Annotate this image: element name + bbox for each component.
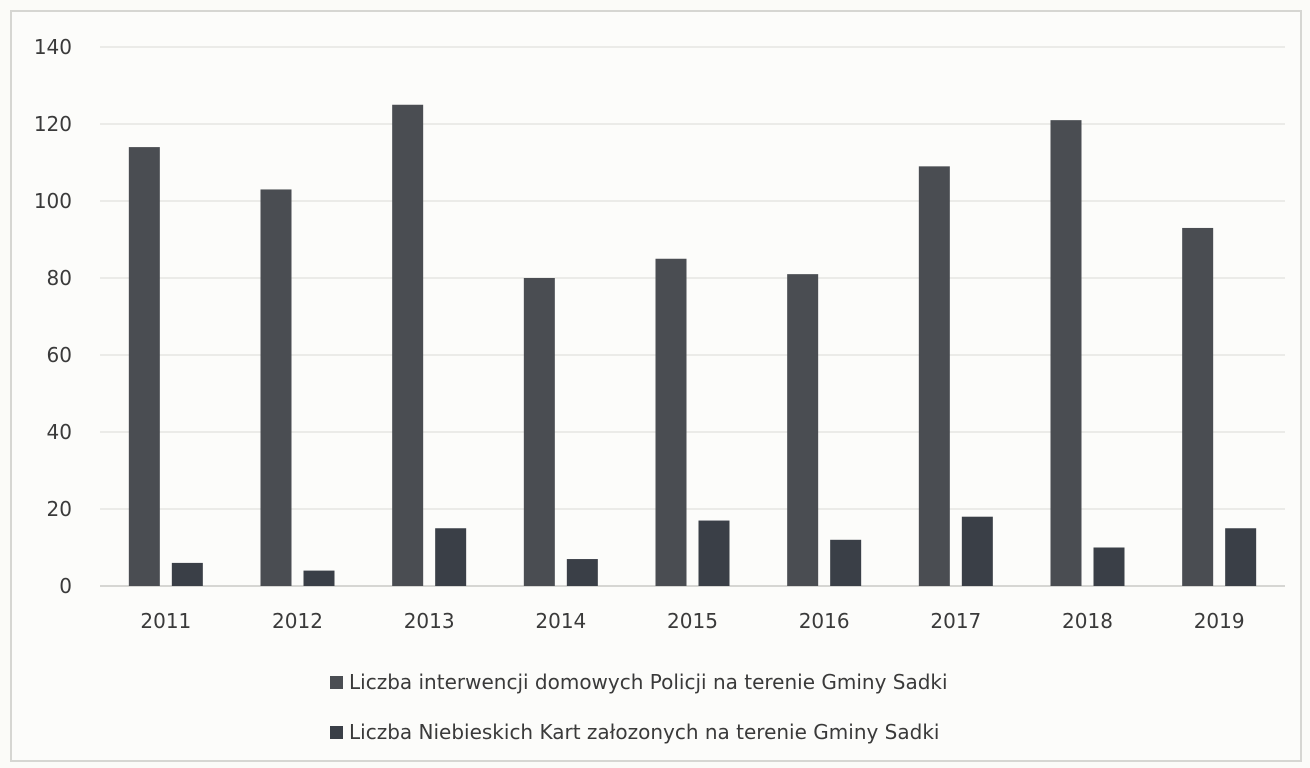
y-tick-label: 140 — [34, 35, 72, 59]
x-tick-label: 2019 — [1194, 609, 1245, 633]
y-tick-label: 0 — [59, 574, 72, 598]
bar-interventions-2018 — [1050, 120, 1082, 587]
y-tick-label: 40 — [47, 420, 72, 444]
bar-interventions-2014 — [523, 278, 555, 586]
x-tick-label: 2011 — [140, 609, 191, 633]
bar-blue-cards-2018 — [1093, 547, 1125, 586]
legend-label-interventions: Liczba interwencji domowych Policji na t… — [349, 670, 948, 694]
legend-item-blue-cards: Liczba Niebieskich Kart załozonych na te… — [330, 718, 948, 746]
x-tick-label: 2012 — [272, 609, 323, 633]
bar-chart: 0 20 40 60 80 100 120 140 2011 2012 2013 2014 2015 20… — [34, 35, 1285, 633]
x-tick-label: 2017 — [930, 609, 981, 633]
bar-interventions-2016 — [787, 274, 819, 586]
bar-blue-cards-2011 — [171, 562, 203, 586]
legend: Liczba interwencji domowych Policji na t… — [330, 668, 948, 768]
bar-interventions-2019 — [1182, 227, 1214, 586]
x-tick-label: 2015 — [667, 609, 718, 633]
bar-interventions-2017 — [918, 166, 950, 586]
y-tick-label: 20 — [47, 497, 72, 521]
y-tick-label: 100 — [34, 189, 72, 213]
x-tick-label: 2013 — [404, 609, 455, 633]
x-tick-label: 2018 — [1062, 609, 1113, 633]
legend-item-interventions: Liczba interwencji domowych Policji na t… — [330, 668, 948, 696]
y-tick-label: 120 — [34, 112, 72, 136]
legend-label-blue-cards: Liczba Niebieskich Kart załozonych na te… — [349, 720, 940, 744]
bar-blue-cards-2014 — [566, 559, 598, 586]
bar-blue-cards-2017 — [961, 516, 993, 586]
x-tick-label: 2014 — [535, 609, 586, 633]
legend-swatch-interventions — [330, 675, 343, 689]
bar-blue-cards-2012 — [303, 570, 335, 586]
legend-swatch-blue-cards — [330, 725, 343, 739]
y-tick-label: 80 — [47, 266, 72, 290]
bar-blue-cards-2016 — [830, 539, 862, 586]
bar-blue-cards-2019 — [1225, 528, 1257, 586]
bar-interventions-2012 — [260, 189, 292, 586]
x-tick-label: 2016 — [799, 609, 850, 633]
bar-interventions-2013 — [392, 104, 424, 586]
bar-blue-cards-2013 — [435, 528, 467, 586]
bar-blue-cards-2015 — [698, 520, 730, 586]
y-tick-label: 60 — [47, 343, 72, 367]
bar-interventions-2011 — [128, 147, 160, 586]
bar-interventions-2015 — [655, 258, 687, 586]
